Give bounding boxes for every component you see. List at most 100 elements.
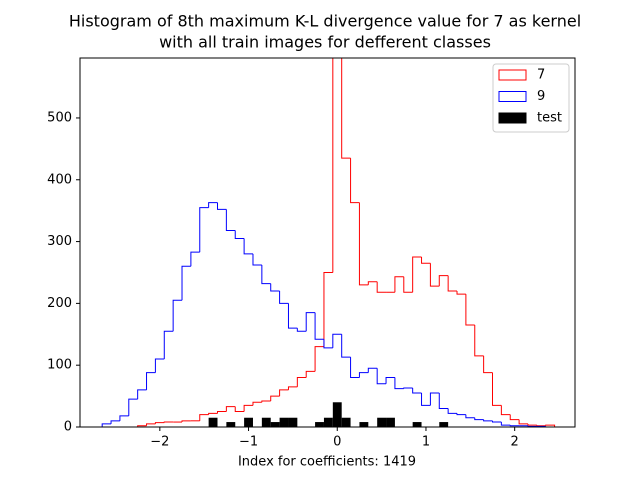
histogram-step [456,413,466,416]
chart-title: with all train images for defferent clas… [159,33,491,52]
histogram-bar [332,402,342,427]
histogram-step [163,330,174,360]
histogram-step [270,283,280,292]
histogram-step [518,419,528,425]
histogram-step [199,414,209,421]
plot-area [101,58,556,427]
histogram-step [243,238,253,255]
histogram-step [421,393,431,406]
x-tick-label: 1 [422,435,430,450]
histogram-step [217,202,227,210]
y-tick-label: 500 [47,110,72,125]
histogram-step [483,355,493,374]
legend-swatch [498,112,527,124]
histogram-step [181,265,191,301]
histogram-step [225,406,236,412]
histogram-step [545,424,556,427]
histogram-step [296,328,307,332]
legend-swatch [498,69,527,81]
histogram-step [500,405,511,416]
histogram-bar [386,417,395,427]
y-tick-label: 200 [47,296,72,311]
histogram-step [429,392,440,406]
histogram-step [199,207,209,253]
histogram-step [270,395,280,402]
histogram-step [385,377,395,384]
histogram-step [287,386,298,390]
histogram-step [146,423,156,426]
histogram-bar [226,422,236,427]
histogram-step [536,425,546,427]
histogram-step [492,372,502,406]
histogram-step [412,388,422,394]
histogram-bar [279,417,289,427]
histogram-bar [261,417,271,427]
axes: −2 −1 0 1 2 0 100 200 300 400 500 [47,110,519,449]
histogram-step [456,291,466,295]
histogram-bar [341,417,351,427]
histogram-step [474,417,484,421]
histogram-step [225,209,236,231]
histogram-step [403,276,413,293]
histogram-step [509,425,520,427]
histogram-step [376,368,387,385]
histogram-step [358,372,369,378]
y-tick-label: 100 [47,358,72,373]
histogram-step [172,299,183,332]
histogram-step [358,202,369,286]
histogram-step [252,401,262,406]
histogram-step [261,265,271,285]
histogram-step [483,419,493,422]
histogram-step [110,420,120,424]
y-tick-label: 0 [64,420,72,435]
histogram-step [403,387,413,389]
histogram-step [447,275,458,292]
histogram-step [332,58,334,273]
histogram-bar [412,422,422,427]
histogram-step [243,404,253,412]
histogram-step [350,357,360,379]
histogram-step [394,377,404,390]
histogram-step [323,271,333,347]
histogram-step [208,412,218,415]
x-tick-label: −2 [150,435,169,450]
histogram-step [279,389,289,397]
histogram-step [146,372,156,390]
histogram-step [287,303,298,329]
histogram-step [492,420,502,423]
x-tick-label: 2 [511,435,519,450]
histogram-step [323,339,333,349]
histogram-step [412,256,422,293]
histogram-step [421,257,431,264]
chart-title: Histogram of 8th maximum K-L divergence … [69,12,581,31]
histogram-step [367,367,378,373]
y-tick-label: 400 [47,172,72,187]
axes-frame [79,57,576,428]
legend: 7 9 test [492,63,570,133]
histogram-step [305,312,316,332]
histogram-step [305,370,316,378]
histogram-step [447,408,458,414]
histogram-step [296,377,307,387]
histogram-step [234,230,245,239]
legend-label: 7 [537,68,545,83]
histogram-step [279,291,289,304]
histogram-step [190,251,200,267]
histogram-step [261,400,271,403]
histogram-step [438,393,449,409]
histogram-step [181,420,191,423]
x-axis-label: Index for coefficients: 1419 [238,455,416,470]
histogram-step [376,281,387,293]
histogram-step [154,358,165,373]
histogram-step [527,425,537,427]
histogram-step [163,421,174,423]
histogram-bar [359,422,369,427]
histogram-step [252,253,262,266]
legend-swatch [498,91,527,102]
histogram-step [527,423,537,426]
histogram-bar [323,417,333,427]
histogram-bar [244,417,253,427]
histogram-bar [288,417,298,427]
histogram-step [367,281,378,285]
histogram-step [119,415,129,421]
